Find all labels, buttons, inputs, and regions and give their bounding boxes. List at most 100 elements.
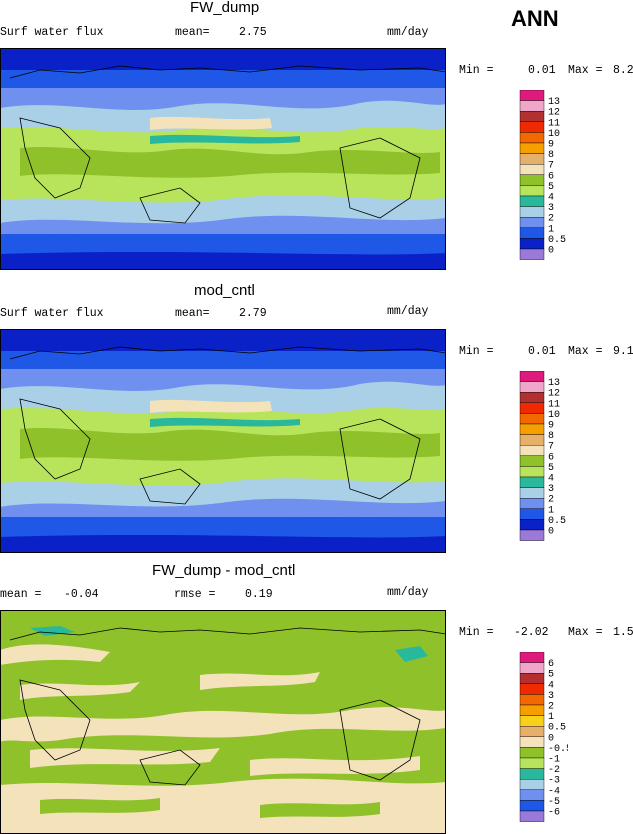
colorbar-swatch [519, 111, 545, 123]
colorbar-tick-label: 10 [548, 410, 560, 421]
colorbar-tick-label: 8 [548, 150, 554, 161]
colorbar-swatch [519, 216, 545, 228]
colorbar-swatch [519, 206, 545, 218]
colorbar-tick-label: 2 [548, 702, 554, 713]
colorbar-tick-label: 3 [548, 203, 554, 214]
colorbar-swatch [519, 402, 545, 414]
panel1-max-label: Max = [568, 64, 603, 77]
colorbar-tick-label: 2 [548, 495, 554, 506]
panel3-min-label: Min = [459, 626, 494, 639]
colorbar-tick-label: 9 [548, 421, 554, 432]
panel3-min-value: -2.02 [514, 626, 549, 639]
panel3-mean-value: -0.04 [64, 588, 99, 601]
panel1-mean-label: mean= [175, 26, 210, 39]
colorbar-swatch [519, 778, 545, 790]
colorbar-swatch [519, 497, 545, 509]
panel1-mean-value: 2.75 [239, 26, 267, 39]
colorbar-swatch [519, 392, 545, 404]
colorbar-swatch [519, 789, 545, 801]
colorbar-tick-label: 6 [548, 171, 554, 182]
panel3-title: FW_dump - mod_cntl [152, 562, 296, 579]
colorbar-tick-label: 1 [548, 712, 554, 723]
colorbar-swatch [519, 476, 545, 488]
panel3-rmse-label: rmse = [174, 588, 216, 601]
colorbar-tick-label: 0.5 [548, 235, 566, 246]
colorbar-tick-label: 4 [548, 680, 554, 691]
colorbar-tick-label: -6 [548, 808, 560, 819]
colorbar-swatch [519, 662, 545, 674]
colorbar-swatch [519, 673, 545, 685]
colorbar-swatch [519, 652, 545, 663]
panel1-label-left: Surf water flux [0, 26, 104, 39]
panel1-min-label: Min = [459, 64, 494, 77]
panel2-mean-value: 2.79 [239, 307, 267, 320]
colorbar-tick-label: 5 [548, 670, 554, 681]
season-label: ANN [511, 6, 559, 31]
colorbar-swatch [519, 466, 545, 478]
panel1-max-value: 8.25 [613, 64, 633, 77]
panel3-mean-label: mean = [0, 588, 42, 601]
colorbar-tick-label: -3 [548, 776, 560, 787]
panel2-label-left: Surf water flux [0, 307, 104, 320]
colorbar-swatch [519, 153, 545, 165]
colorbar-swatch [519, 519, 545, 531]
colorbar-swatch [519, 195, 545, 207]
panel2-max-value: 9.11 [613, 345, 633, 358]
colorbar-tick-label: 0 [548, 527, 554, 538]
panel2-map [0, 329, 446, 553]
panel3-rmse-value: 0.19 [245, 588, 273, 601]
colorbar-tick-label: 12 [548, 108, 560, 119]
colorbar-swatch [519, 768, 545, 780]
colorbar-tick-label: -4 [548, 786, 560, 797]
colorbar-swatch [519, 725, 545, 737]
panel2-units: mm/day [387, 305, 429, 318]
colorbar-swatch [519, 227, 545, 239]
panel3-max-label: Max = [568, 626, 603, 639]
colorbar-swatch [519, 529, 545, 541]
colorbar-tick-label: 2 [548, 214, 554, 225]
colorbar-swatch [519, 800, 545, 812]
colorbar-swatch [519, 142, 545, 154]
colorbar-tick-label: 7 [548, 161, 554, 172]
colorbar-swatch [519, 100, 545, 112]
panel1-title: FW_dump [190, 0, 260, 16]
colorbar-swatch [519, 487, 545, 499]
colorbar-tick-label: 1 [548, 224, 554, 235]
colorbar-tick-label: -1 [548, 755, 560, 766]
colorbar-swatch [519, 683, 545, 695]
panel3-max-value: 1.58 [613, 626, 633, 639]
colorbar-tick-label: 13 [548, 97, 560, 108]
colorbar-tick-label: 9 [548, 140, 554, 151]
colorbar-tick-label: 8 [548, 431, 554, 442]
colorbar-swatch [519, 434, 545, 446]
colorbar-swatch [519, 444, 545, 456]
panel2-mean-label: mean= [175, 307, 210, 320]
colorbar-tick-label: 3 [548, 484, 554, 495]
colorbar-swatch [519, 174, 545, 186]
panel2-title: mod_cntl [194, 282, 255, 299]
colorbar-swatch [519, 238, 545, 250]
colorbar-tick-label: 6 [548, 659, 554, 670]
colorbar-swatch [519, 132, 545, 144]
panel2-min-label: Min = [459, 345, 494, 358]
colorbar-tick-label: 1 [548, 505, 554, 516]
colorbar-tick-label: 10 [548, 129, 560, 140]
colorbar-swatch [519, 413, 545, 425]
colorbar-tick-label: 5 [548, 463, 554, 474]
colorbar-tick-label: -0.5 [548, 744, 568, 755]
panel1-map [0, 48, 446, 270]
colorbar-tick-label: 11 [548, 399, 560, 410]
panel2-max-label: Max = [568, 345, 603, 358]
colorbar-swatch [519, 90, 545, 101]
colorbar-swatch [519, 185, 545, 197]
colorbar-tick-label: -5 [548, 797, 560, 808]
panel3-units: mm/day [387, 586, 429, 599]
panel3-map [0, 610, 446, 834]
colorbar-tick-label: 11 [548, 118, 560, 129]
colorbar-swatch [519, 704, 545, 716]
colorbar-tick-label: 0.5 [548, 723, 566, 734]
colorbar-swatch [519, 747, 545, 759]
